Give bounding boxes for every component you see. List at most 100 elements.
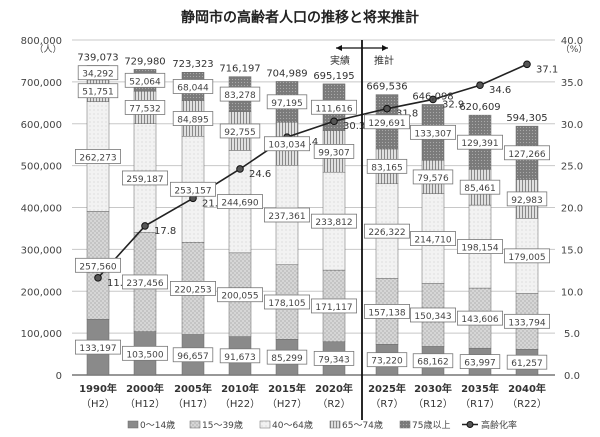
data-label-box: [456, 134, 503, 150]
data-label-box: [263, 294, 310, 310]
data-label: 68,044: [177, 83, 209, 93]
data-label: 84,895: [177, 116, 209, 126]
data-label: 244,690: [221, 199, 258, 209]
total-label: 594,305: [506, 113, 547, 124]
data-label: 73,220: [371, 357, 403, 367]
data-label: 226,322: [368, 228, 405, 238]
rate-label: 21.1: [202, 198, 224, 209]
projection-label: 推計: [374, 54, 394, 67]
data-label: 91,673: [224, 353, 256, 363]
data-label: 68,162: [417, 358, 449, 368]
data-label-box: [313, 350, 355, 366]
category-label: 2035年: [461, 382, 499, 395]
rate-label: 30.3: [343, 121, 365, 132]
rate-point: [141, 222, 149, 230]
data-label-box: [172, 79, 214, 94]
data-label-box: [266, 349, 308, 365]
category-sublabel: （H27）: [267, 398, 307, 410]
left-tick-label: 100,000: [21, 329, 62, 340]
data-label-box: [216, 194, 263, 210]
data-label: 171,117: [315, 303, 352, 313]
data-label-box: [363, 223, 410, 239]
category-sublabel: （R2）: [317, 398, 350, 410]
total-label: 739,073: [77, 53, 118, 64]
legend-label: 75歳以上: [412, 419, 450, 431]
rate-label: 37.1: [536, 64, 558, 75]
data-label: 259,187: [126, 175, 163, 185]
rate-label: 24.6: [249, 169, 271, 180]
category-sublabel: （H22）: [220, 398, 260, 410]
data-label: 97,195: [271, 99, 303, 109]
category-label: 2020年: [315, 382, 353, 395]
right-tick-label: 25.0: [561, 162, 583, 173]
data-label-box: [456, 239, 503, 254]
arrow-heads: [336, 45, 388, 51]
data-label: 237,456: [126, 279, 163, 289]
category-label: 1990年: [79, 382, 117, 395]
legend-swatch: [189, 420, 201, 429]
data-label: 99,307: [318, 148, 350, 158]
data-label-box: [219, 348, 261, 364]
left-tick-label: 400,000: [21, 204, 62, 215]
data-label-box: [310, 298, 357, 314]
data-label: 77,532: [129, 104, 161, 114]
rate-point: [383, 104, 391, 113]
right-tick-label: 0.0: [564, 371, 580, 382]
category-sublabel: （R12）: [413, 398, 453, 410]
data-label: 127,266: [508, 150, 545, 160]
legend-label: 15～39歳: [202, 419, 243, 431]
data-label-box: [366, 158, 408, 174]
rate-label: 31.8: [396, 109, 418, 120]
rate-label: 34.6: [489, 85, 511, 96]
data-label-box: [124, 72, 166, 88]
data-label-box: [75, 149, 122, 164]
right-tick-label: 35.0: [561, 78, 583, 89]
data-label-box: [172, 111, 214, 126]
left-tick-label: 700,000: [21, 78, 62, 89]
legend-label: 65～74歳: [342, 419, 383, 431]
data-label: 178,105: [268, 299, 305, 309]
data-label: 133,794: [508, 318, 545, 328]
data-label-box: [506, 191, 548, 207]
data-label-box: [310, 213, 357, 229]
data-label-box: [77, 65, 119, 81]
data-label-box: [313, 144, 355, 159]
data-label: 51,751: [82, 88, 114, 98]
data-label-box: [409, 124, 456, 140]
data-label: 233,812: [315, 218, 352, 228]
data-label: 198,154: [461, 244, 498, 254]
data-label-box: [172, 347, 214, 363]
legend-swatch: [329, 420, 341, 429]
data-label: 63,997: [464, 359, 496, 369]
data-label: 103,500: [126, 350, 163, 360]
right-tick-label: 10.0: [561, 287, 583, 298]
data-label: 143,606: [461, 315, 498, 325]
data-label: 133,197: [79, 344, 116, 354]
actual-label: 実績: [330, 54, 350, 67]
category-label: 2040年: [508, 382, 546, 395]
total-label: 716,197: [219, 64, 260, 75]
rate-point: [94, 274, 102, 282]
data-label: 129,391: [461, 139, 498, 149]
data-label-box: [503, 248, 550, 264]
total-label: 669,536: [366, 82, 407, 93]
data-label-box: [412, 169, 454, 185]
right-tick-label: 5.0: [564, 329, 580, 340]
data-label-box: [409, 307, 456, 323]
data-label-box: [366, 352, 408, 368]
data-label-box: [169, 181, 216, 197]
data-label: 92,755: [224, 128, 256, 138]
legend-swatch: [259, 420, 271, 429]
data-label: 179,005: [508, 253, 545, 263]
category-label: 2030年: [414, 382, 452, 395]
data-label-box: [219, 123, 261, 139]
total-label: 723,323: [172, 59, 213, 70]
data-label: 34,292: [82, 70, 114, 80]
category-sublabel: （H12）: [125, 398, 165, 410]
data-label: 133,307: [414, 129, 451, 139]
data-label: 111,616: [315, 104, 352, 114]
data-label: 85,299: [271, 354, 303, 364]
legend-marker: [466, 421, 474, 428]
data-label-box: [412, 353, 454, 369]
chart-title: 静岡市の高齢者人口の推移と将来推計: [181, 9, 419, 26]
